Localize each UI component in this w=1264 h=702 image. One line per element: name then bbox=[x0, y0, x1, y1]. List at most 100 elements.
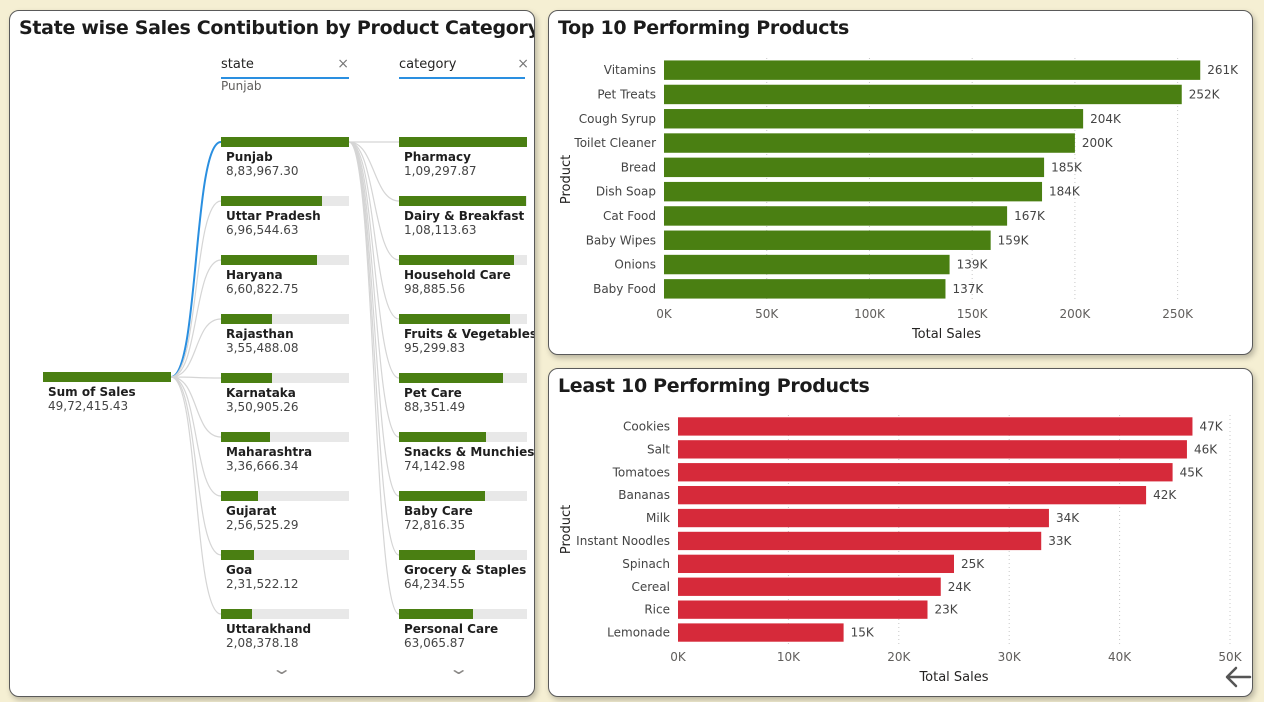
x-tick-label: 20K bbox=[887, 650, 911, 664]
category-label: Pet Treats bbox=[597, 87, 656, 101]
bar-cereal[interactable] bbox=[678, 577, 941, 596]
bar-onions[interactable] bbox=[664, 254, 950, 275]
state-node-rajasthan[interactable]: Rajasthan 3,55,488.08 bbox=[221, 314, 349, 360]
state-node-bar bbox=[221, 314, 273, 324]
bar-cookies[interactable] bbox=[678, 417, 1193, 436]
bar-bananas[interactable] bbox=[678, 485, 1147, 505]
bar-baby-wipes[interactable] bbox=[664, 230, 991, 250]
bar-cough-syrup[interactable] bbox=[664, 109, 1084, 129]
state-node-karnataka[interactable]: Karnataka 3,50,905.26 bbox=[221, 373, 349, 419]
category-node-personal-care[interactable]: Personal Care 63,065.87 bbox=[399, 609, 527, 655]
bar-dish-soap[interactable] bbox=[664, 181, 1043, 202]
bar-spinach[interactable] bbox=[678, 554, 954, 574]
category-label: Rice bbox=[644, 603, 670, 617]
state-node-goa[interactable]: Goa 2,31,522.12 bbox=[221, 550, 349, 596]
state-link bbox=[170, 376, 222, 615]
category-node-fruits-and-vegetables[interactable]: Fruits & Vegetables 95,299.83 bbox=[399, 314, 534, 360]
bar-rice[interactable] bbox=[678, 600, 928, 619]
category-node-value: 64,234.55 bbox=[404, 577, 466, 591]
state-node-gujarat[interactable]: Gujarat 2,56,525.29 bbox=[221, 491, 349, 537]
state-node-value: 6,60,822.75 bbox=[226, 282, 299, 296]
x-tick-label: 30K bbox=[998, 650, 1022, 664]
state-node-bar bbox=[221, 609, 252, 619]
category-node-snacks-and-munchies[interactable]: Snacks & Munchies 74,142.98 bbox=[399, 432, 534, 478]
category-node-household-care[interactable]: Household Care 98,885.56 bbox=[399, 255, 527, 301]
bar-milk[interactable] bbox=[678, 508, 1049, 528]
state-node-label: Punjab bbox=[226, 150, 273, 164]
category-link bbox=[348, 141, 400, 497]
data-label: 23K bbox=[935, 603, 959, 617]
state-node-value: 8,83,967.30 bbox=[226, 164, 299, 178]
bar-bread[interactable] bbox=[664, 157, 1045, 178]
category-label: Tomatoes bbox=[612, 465, 670, 479]
category-node-bar bbox=[399, 314, 511, 324]
data-label: 204K bbox=[1090, 112, 1122, 126]
category-node-bar bbox=[399, 432, 487, 442]
state-link bbox=[170, 376, 222, 497]
state-node-label: Haryana bbox=[226, 268, 283, 282]
data-label: 15K bbox=[851, 626, 875, 640]
state-link bbox=[170, 376, 222, 379]
bar-toilet-cleaner[interactable] bbox=[664, 133, 1075, 153]
data-label: 167K bbox=[1014, 209, 1046, 223]
decomposition-tree-title: State wise Sales Contibution by Product … bbox=[19, 17, 535, 39]
data-label: 24K bbox=[948, 580, 972, 594]
chevron-down-icon[interactable]: ⌄ bbox=[447, 659, 470, 678]
state-node-label: Uttar Pradesh bbox=[226, 209, 321, 223]
category-label: Cookies bbox=[623, 419, 670, 433]
category-node-baby-care[interactable]: Baby Care 72,816.35 bbox=[399, 491, 527, 537]
bar-instant-noodles[interactable] bbox=[678, 531, 1042, 551]
category-node-bar bbox=[399, 609, 474, 619]
category-node-grocery-and-staples[interactable]: Grocery & Staples 64,234.55 bbox=[399, 550, 527, 596]
category-label: Milk bbox=[646, 511, 670, 525]
x-axis-title: Total Sales bbox=[911, 327, 981, 342]
state-node-value: 3,36,666.34 bbox=[226, 459, 299, 473]
bar-baby-food[interactable] bbox=[664, 279, 946, 299]
y-axis-title: Product bbox=[559, 505, 574, 554]
data-label: 137K bbox=[952, 282, 984, 296]
data-label: 200K bbox=[1082, 136, 1114, 150]
state-node-value: 2,08,378.18 bbox=[226, 636, 299, 650]
category-node-dairy-and-breakfast[interactable]: Dairy & Breakfast 1,08,113.63 bbox=[399, 196, 527, 242]
category-node-pet-care[interactable]: Pet Care 88,351.49 bbox=[399, 373, 527, 419]
category-label: Spinach bbox=[622, 557, 670, 571]
back-arrow-icon[interactable] bbox=[1222, 662, 1254, 692]
category-node-value: 1,09,297.87 bbox=[404, 164, 477, 178]
state-node-uttar-pradesh[interactable]: Uttar Pradesh 6,96,544.63 bbox=[221, 196, 349, 242]
state-node-maharashtra[interactable]: Maharashtra 3,36,666.34 bbox=[221, 432, 349, 478]
bar-salt[interactable] bbox=[678, 440, 1187, 459]
bar-vitamins[interactable] bbox=[664, 60, 1201, 80]
category-node-value: 95,299.83 bbox=[404, 341, 466, 355]
data-label: 42K bbox=[1153, 488, 1177, 502]
x-tick-label: 50K bbox=[1218, 650, 1242, 664]
bar-pet-treats[interactable] bbox=[664, 84, 1182, 105]
data-label: 34K bbox=[1056, 511, 1080, 525]
least-products-panel: Least 10 Performing Products 0K 10K 20K 30K… bbox=[548, 368, 1253, 697]
x-tick-label: 200K bbox=[1060, 307, 1092, 321]
state-column-header[interactable]: state × bbox=[221, 53, 349, 79]
category-label: Bread bbox=[621, 160, 656, 174]
state-node-punjab[interactable]: Punjab 8,83,967.30 bbox=[221, 137, 349, 183]
state-node-value: 3,55,488.08 bbox=[226, 341, 299, 355]
root-node-value: 49,72,415.43 bbox=[48, 399, 129, 413]
category-node-label: Pharmacy bbox=[404, 150, 471, 164]
category-node-pharmacy[interactable]: Pharmacy 1,09,297.87 bbox=[399, 137, 527, 183]
chevron-down-icon[interactable]: ⌄ bbox=[270, 659, 293, 678]
state-node-value: 2,56,525.29 bbox=[226, 518, 299, 532]
category-column-header[interactable]: category × bbox=[399, 53, 529, 79]
category-link bbox=[348, 141, 400, 202]
state-node-uttarakhand[interactable]: Uttarakhand 2,08,378.18 bbox=[221, 609, 349, 655]
state-header-label: state bbox=[221, 57, 254, 72]
bar-tomatoes[interactable] bbox=[678, 463, 1173, 482]
state-node-haryana[interactable]: Haryana 6,60,822.75 bbox=[221, 255, 349, 301]
data-label: 252K bbox=[1189, 87, 1221, 101]
category-node-label: Dairy & Breakfast bbox=[404, 209, 525, 223]
bar-cat-food[interactable] bbox=[664, 206, 1008, 226]
bar-lemonade[interactable] bbox=[678, 623, 844, 642]
close-icon[interactable]: × bbox=[337, 56, 349, 72]
data-label: 261K bbox=[1207, 63, 1239, 77]
category-label: Baby Food bbox=[593, 282, 656, 296]
close-icon[interactable]: × bbox=[517, 56, 529, 72]
root-node-sum-of-sales[interactable]: Sum of Sales 49,72,415.43 bbox=[43, 372, 171, 418]
category-label: Toilet Cleaner bbox=[573, 136, 656, 150]
